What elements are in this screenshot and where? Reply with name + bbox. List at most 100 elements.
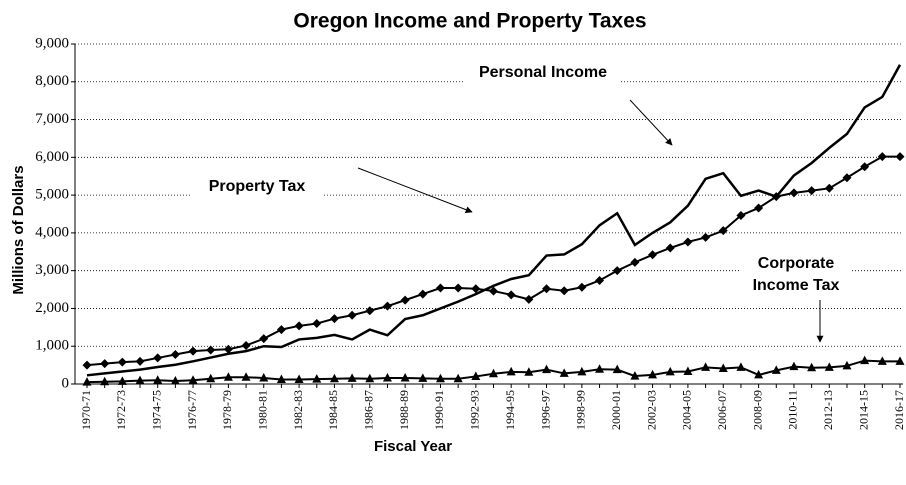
point (471, 371, 481, 380)
x-tick-label: 1994-95 (503, 390, 517, 430)
point (754, 203, 764, 213)
point (506, 366, 516, 376)
point (718, 226, 728, 236)
point (347, 310, 357, 320)
point (489, 368, 498, 378)
point (241, 372, 251, 381)
point (577, 366, 587, 376)
point (612, 266, 622, 276)
marks (82, 64, 905, 386)
point (577, 282, 587, 292)
point (365, 373, 375, 383)
x-tick-label: 2016-17 (892, 390, 906, 430)
annotation: Corporate (758, 255, 835, 272)
point (683, 366, 693, 376)
x-tick-label: 1972-73 (114, 390, 128, 430)
point (453, 373, 463, 383)
y-tick-label: 1,000 (35, 338, 69, 354)
y-tick-label: 8,000 (35, 73, 69, 89)
point (648, 369, 658, 379)
point (471, 284, 481, 294)
point (524, 367, 534, 376)
point (418, 289, 428, 299)
point (789, 188, 799, 198)
point (82, 377, 92, 386)
x-tick-label: 2014-15 (856, 390, 870, 430)
point (860, 162, 870, 172)
point (824, 183, 834, 193)
annotation-arrow (629, 99, 673, 146)
y-tick-label: 4,000 (35, 224, 69, 240)
annotations: Personal Income Property Tax Corporate I… (190, 62, 852, 343)
series-line (86, 64, 902, 377)
point (489, 286, 498, 296)
point (807, 362, 817, 372)
point (665, 243, 675, 253)
point (188, 375, 198, 384)
x-axis-label: Fiscal Year (374, 438, 452, 455)
point (117, 357, 127, 367)
chart-title: Oregon Income and Property Taxes (293, 10, 646, 33)
x-tick-label: 1980-81 (255, 390, 269, 430)
point (382, 301, 392, 311)
x-tick-label: 1990-91 (432, 390, 446, 430)
point (842, 173, 852, 183)
y-tick-label: 6,000 (35, 149, 69, 165)
point (259, 372, 269, 382)
point (754, 369, 764, 379)
point (100, 359, 110, 369)
point (771, 365, 781, 374)
point (82, 360, 92, 370)
point (771, 192, 781, 202)
annotation-bg (465, 62, 621, 84)
annotation: Personal Income (479, 64, 607, 81)
x-tick-label: 2002-03 (644, 390, 658, 430)
x-tick-label: 1976-77 (185, 390, 199, 430)
ticks: 0 1,000 2,000 3,000 4,000 5,000 6,000 7,000 8,00… (35, 35, 906, 430)
y-tick-label: 5,000 (35, 187, 69, 203)
point (170, 375, 180, 385)
x-tick-label: 2000-01 (609, 390, 623, 430)
x-tick-label: 1986-87 (362, 390, 376, 430)
point (630, 371, 640, 380)
x-tick-label: 2012-13 (821, 390, 835, 430)
point (223, 344, 233, 354)
x-tick-label: 1970-71 (79, 390, 93, 430)
point (365, 306, 375, 316)
point (506, 290, 516, 300)
annotation-arrow (357, 167, 473, 213)
y-tick-label: 2,000 (35, 300, 69, 316)
point (276, 374, 286, 383)
point (170, 350, 180, 360)
x-tick-label: 1984-85 (326, 390, 340, 430)
point (329, 314, 339, 324)
point (789, 361, 799, 371)
x-tick-label: 1988-89 (397, 390, 411, 430)
point (206, 373, 216, 383)
point (559, 368, 569, 377)
point (807, 186, 817, 196)
point (329, 373, 339, 383)
x-tick-label: 2004-05 (680, 390, 694, 430)
point (648, 250, 658, 260)
point (559, 286, 569, 296)
y-tick-label: 3,000 (35, 262, 69, 278)
point (542, 364, 552, 374)
y-tick-label: 9,000 (35, 35, 69, 51)
point (860, 355, 870, 365)
point (736, 211, 746, 221)
point (524, 294, 534, 304)
point (895, 356, 905, 365)
annotation-bg (740, 253, 852, 297)
point (294, 374, 304, 383)
point (400, 295, 410, 305)
point (206, 345, 216, 355)
point (100, 376, 110, 386)
point (824, 362, 834, 371)
point (418, 373, 428, 382)
point (153, 353, 163, 363)
x-tick-label: 1982-83 (291, 390, 305, 430)
point (701, 232, 711, 242)
point (135, 356, 145, 366)
